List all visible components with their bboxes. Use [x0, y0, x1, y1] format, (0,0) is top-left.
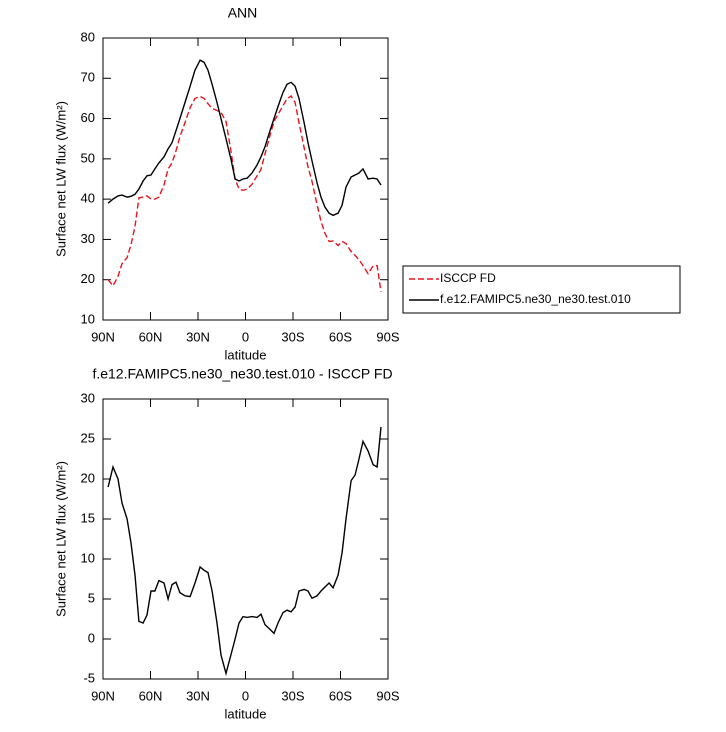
- x-tick-label: 30S: [281, 329, 304, 344]
- y-tick-label: 30: [81, 390, 95, 405]
- y-tick-label: 0: [88, 630, 95, 645]
- y-tick-label: 70: [81, 70, 95, 85]
- y-tick-label: 50: [81, 150, 95, 165]
- data-line: [107, 426, 382, 677]
- legend-label: f.e12.FAMIPC5.ne30_ne30.test.010: [440, 292, 631, 306]
- y-tick-label: 15: [81, 510, 95, 525]
- y-tick-label: 30: [81, 231, 95, 246]
- x-tick-label: 30N: [186, 329, 210, 344]
- legend-label: ISCCP FD: [440, 271, 496, 285]
- y-axis-label: Surface net LW flux (W/m²): [53, 461, 68, 617]
- y-tick-label: 5: [88, 590, 95, 605]
- y-tick-label: 10: [81, 311, 95, 326]
- data-line: [107, 95, 382, 292]
- y-tick-label: 40: [81, 191, 95, 206]
- x-tick-label: 30S: [281, 688, 304, 703]
- x-tick-label: 60N: [139, 688, 163, 703]
- x-tick-label: 0: [242, 688, 249, 703]
- y-tick-label: 20: [81, 470, 95, 485]
- legend: ISCCP FD f.e12.FAMIPC5.ne30_ne30.test.010: [402, 265, 681, 314]
- y-tick-label: 20: [81, 271, 95, 286]
- legend-box: [402, 265, 681, 314]
- x-tick-label: 90S: [376, 329, 399, 344]
- x-tick-label: 30N: [186, 688, 210, 703]
- y-tick-label: 60: [81, 110, 95, 125]
- x-tick-label: 60S: [329, 329, 352, 344]
- y-tick-label: 25: [81, 430, 95, 445]
- chart-title: f.e12.FAMIPC5.ne30_ne30.test.010 - ISCCP…: [92, 366, 392, 382]
- x-tick-label: 90N: [91, 329, 115, 344]
- x-tick-label: 90N: [91, 688, 115, 703]
- x-tick-label: 90S: [376, 688, 399, 703]
- x-axis-label: latitude: [225, 706, 267, 721]
- chart-title: ANN: [228, 5, 258, 21]
- y-tick-label: -5: [83, 670, 95, 685]
- plot-frame: [102, 398, 389, 680]
- x-tick-label: 60S: [329, 688, 352, 703]
- plot-frame: [102, 37, 389, 321]
- x-axis-label: latitude: [225, 347, 267, 362]
- data-line: [107, 59, 382, 217]
- y-tick-label: 80: [81, 29, 95, 44]
- x-tick-label: 60N: [139, 329, 163, 344]
- y-tick-label: 10: [81, 550, 95, 565]
- y-axis-label: Surface net LW flux (W/m²): [53, 101, 68, 257]
- x-tick-label: 0: [242, 329, 249, 344]
